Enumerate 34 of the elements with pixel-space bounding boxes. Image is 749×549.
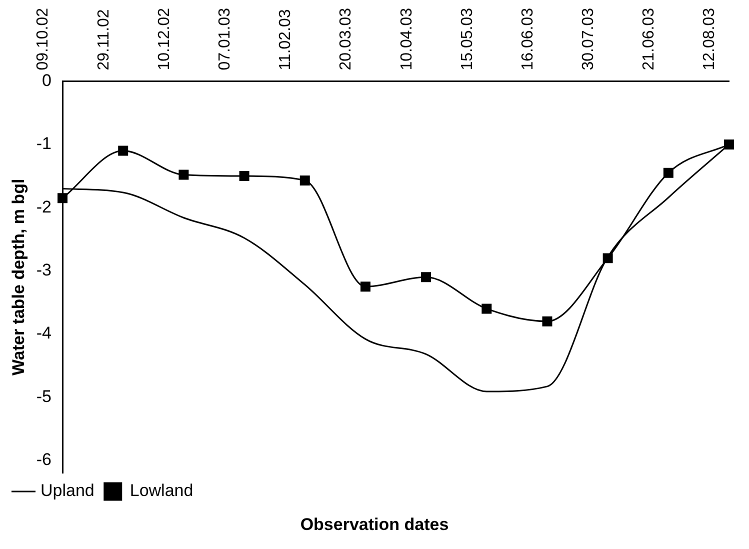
x-tick-label: 16.06.03 bbox=[519, 8, 536, 70]
x-tick-label: 29.11.02 bbox=[95, 9, 112, 70]
y-axis-title: Water table depth, m bgl bbox=[8, 178, 28, 376]
point bbox=[663, 168, 674, 178]
y-tick-label: -1 bbox=[36, 134, 52, 154]
point bbox=[482, 304, 492, 314]
point bbox=[118, 146, 128, 156]
point bbox=[724, 139, 734, 150]
x-tick-label: 12.08.03 bbox=[701, 8, 718, 70]
point bbox=[239, 171, 250, 182]
x-axis-title: Observation dates bbox=[299, 515, 450, 535]
x-tick-label: 30.07.03 bbox=[580, 8, 598, 70]
y-tick-label: -2 bbox=[36, 197, 52, 216]
x-tick-label: 09.10.02 bbox=[34, 8, 52, 70]
x-tick-label: 15.05.03 bbox=[458, 8, 476, 70]
point bbox=[300, 175, 310, 186]
x-tick-label: 20.03.03 bbox=[338, 8, 355, 70]
legend-label: Lowland bbox=[130, 481, 194, 500]
legend-label: Upland bbox=[40, 481, 94, 500]
x-tick-label: 10.12.02 bbox=[156, 8, 173, 70]
point bbox=[58, 193, 68, 204]
y-tick-label: -3 bbox=[36, 260, 52, 280]
point bbox=[542, 316, 552, 326]
point bbox=[421, 272, 432, 282]
point bbox=[178, 170, 189, 180]
point bbox=[360, 282, 370, 292]
x-tick-label: 07.01.03 bbox=[216, 8, 234, 70]
x-tick-label: 11.02.03 bbox=[277, 9, 294, 70]
y-tick-label: 0 bbox=[42, 70, 52, 90]
x-tick-label: 21.06.03 bbox=[640, 8, 658, 70]
y-tick-label: -5 bbox=[36, 386, 52, 406]
x-tick-label: 10.04.03 bbox=[398, 8, 416, 70]
y-tick-label: -4 bbox=[36, 324, 52, 343]
y-tick-label: -6 bbox=[36, 450, 52, 470]
